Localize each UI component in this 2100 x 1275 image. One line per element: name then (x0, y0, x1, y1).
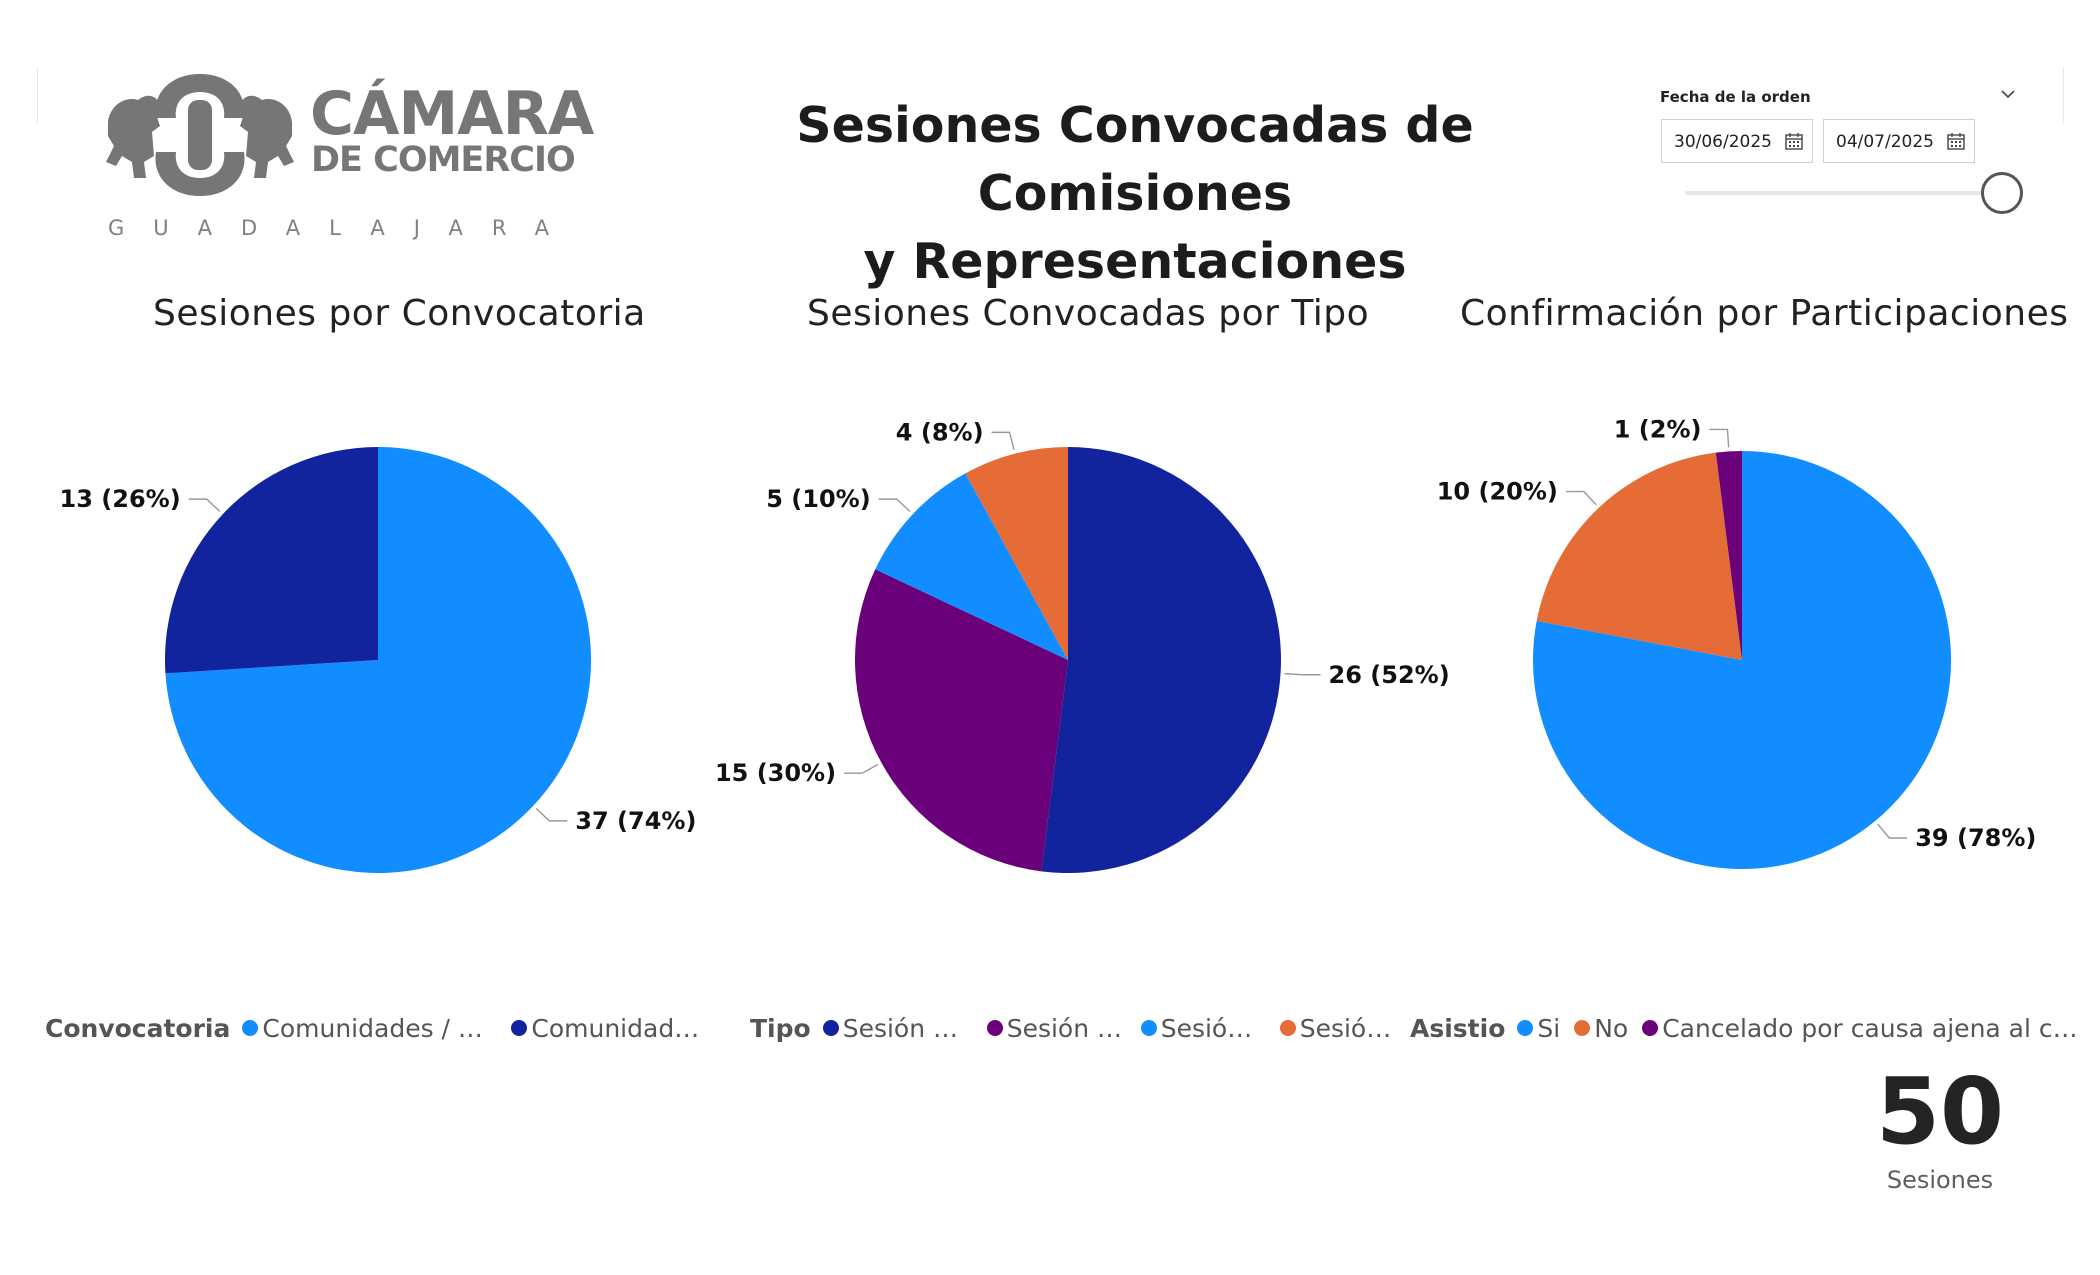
slice-data-label: 4 (8%) (896, 418, 984, 446)
start-date-value: 30/06/2025 (1674, 132, 1772, 152)
legend-swatch (1140, 1020, 1157, 1036)
logo-emblem-icon (106, 74, 294, 196)
label-leader-line (535, 808, 568, 822)
slice-data-label: 1 (2%) (1614, 415, 1702, 443)
legend-swatch (1517, 1020, 1534, 1036)
label-leader-line (991, 431, 1015, 450)
kpi-label: Sesiones (1886, 1166, 1994, 1194)
legend-item[interactable]: Sesión or... (822, 1013, 973, 1043)
calendar-icon[interactable] (1784, 131, 1804, 151)
chart-legend: Convocatoria Comunidades / Comi... Comunid… (45, 1010, 725, 1046)
pie-slice[interactable] (1041, 447, 1281, 873)
page-title-line-1: Sesiones Convocadas de Comisiones (796, 97, 1474, 222)
chart-title: Confirmación por Participaciones (1460, 293, 2069, 334)
legend-swatch (1574, 1020, 1591, 1036)
canvas-edge-right (2063, 68, 2064, 123)
legend-label: Sesión e... (1006, 1013, 1127, 1043)
pie-chart: 37 (74%) 13 (26%) (60, 447, 696, 873)
chart-sesiones-por-tipo: Sesiones Convocadas por Tipo 26 (52%) 15 … (715, 285, 1450, 1075)
legend-label: No (1594, 1013, 1629, 1043)
legend-item[interactable]: Sesión e... (986, 1013, 1127, 1043)
legend-swatch (986, 1020, 1003, 1036)
legend-item[interactable]: Comunidades ... (511, 1014, 711, 1043)
label-leader-line (1565, 490, 1597, 506)
label-leader-line (878, 498, 911, 512)
legend-item[interactable]: Sesión ... (1279, 1013, 1400, 1043)
start-date-input[interactable]: 30/06/2025 (1661, 119, 1813, 163)
legend-swatch (822, 1020, 839, 1036)
pie-slice[interactable] (855, 569, 1068, 872)
pie-chart: 39 (78%) 10 (20%) 1 (2%) (1437, 415, 2036, 869)
slice-data-label: 13 (26%) (60, 485, 181, 513)
end-date-value: 04/07/2025 (1836, 132, 1934, 152)
chevron-down-icon[interactable] (1998, 84, 2018, 104)
label-leader-line (188, 498, 221, 512)
kpi-card: 50 Sesiones (1820, 1060, 2060, 1220)
pie-slice[interactable] (165, 447, 378, 674)
canvas-edge-left (37, 68, 38, 123)
slice-data-label: 15 (30%) (715, 759, 836, 787)
logo-word-camara: CÁMARA (310, 79, 594, 149)
legend-label: Sesión or... (842, 1013, 973, 1043)
chart-legend: Tipo Sesión or... Sesión e... Sesión ... Ses… (750, 1010, 1414, 1046)
legend-swatch (1279, 1020, 1296, 1036)
legend-title: Tipo (750, 1013, 811, 1043)
label-leader-line (1709, 428, 1730, 448)
slice-data-label: 10 (20%) (1437, 478, 1558, 506)
legend-swatch (511, 1020, 528, 1036)
legend-item[interactable]: Comunidades / Comi... (242, 1014, 497, 1043)
legend-item[interactable]: No (1574, 1014, 1628, 1043)
chart-sesiones-por-convocatoria: Sesiones por Convocatoria 37 (74%) 13 (26… (45, 285, 745, 1075)
legend-item[interactable]: Sesión ... (1140, 1013, 1266, 1043)
slice-data-label: 39 (78%) (1915, 824, 2036, 852)
logo-word-de-comercio: DE COMERCIO (311, 140, 576, 180)
label-leader-line (844, 763, 879, 774)
legend-label: Si (1537, 1013, 1561, 1043)
pie-slice[interactable] (965, 447, 1068, 660)
legend-swatch (242, 1020, 259, 1036)
end-date-input[interactable]: 04/07/2025 (1823, 119, 1975, 163)
date-range-slicer: Fecha de la orden 30/06/2025 04/07/2025 (1660, 84, 2023, 224)
chart-title: Sesiones por Convocatoria (153, 293, 646, 334)
label-leader-line (1877, 823, 1908, 839)
legend-label: Comunidades ... (531, 1013, 711, 1043)
chart-legend: Asistio Si No Cancelado por causa ajena al … (1410, 1010, 2096, 1046)
pie-slice[interactable] (1536, 452, 1742, 660)
slice-data-label: 37 (74%) (575, 807, 696, 835)
pie-slice[interactable] (875, 473, 1068, 660)
slice-data-label: 26 (52%) (1329, 661, 1450, 689)
pie-chart: 26 (52%) 15 (30%) 5 (10%) 4 (8%) (715, 418, 1450, 873)
label-leader-line (1284, 672, 1321, 676)
slicer-label: Fecha de la orden (1660, 88, 1811, 106)
page-title-line-2: y Representaciones (863, 233, 1407, 290)
date-slider-track[interactable] (1685, 191, 1990, 195)
pie-slice[interactable] (165, 447, 591, 873)
legend-swatch (1642, 1020, 1659, 1036)
chart-title: Sesiones Convocadas por Tipo (807, 293, 1370, 334)
date-slider-handle[interactable] (1981, 172, 2023, 214)
legend-label: Cancelado por causa ajena al comis... (1662, 1013, 2082, 1043)
legend-title: Convocatoria (45, 1013, 231, 1043)
legend-title: Asistio (1410, 1013, 1506, 1043)
camara-de-comercio-logo: CÁMARA DE COMERCIO GUADALAJARA (100, 70, 594, 250)
legend-label: Sesión ... (1160, 1013, 1266, 1043)
slice-data-label: 5 (10%) (766, 485, 870, 513)
chart-confirmacion-por-participaciones: Confirmación por Participaciones 39 (78%… (1410, 285, 2100, 1075)
logo-city: GUADALAJARA (108, 216, 579, 240)
legend-label: Comunidades / Comi... (262, 1013, 497, 1043)
legend-label: Sesión ... (1299, 1013, 1400, 1043)
pie-slice[interactable] (1715, 451, 1742, 660)
page-title: Sesiones Convocadas de Comisiones y Repr… (660, 92, 1610, 296)
legend-item[interactable]: Si (1517, 1014, 1560, 1043)
legend-item[interactable]: Cancelado por causa ajena al comis... (1642, 1014, 2082, 1043)
calendar-icon[interactable] (1946, 131, 1966, 151)
kpi-value: 50 (1875, 1058, 2005, 1165)
